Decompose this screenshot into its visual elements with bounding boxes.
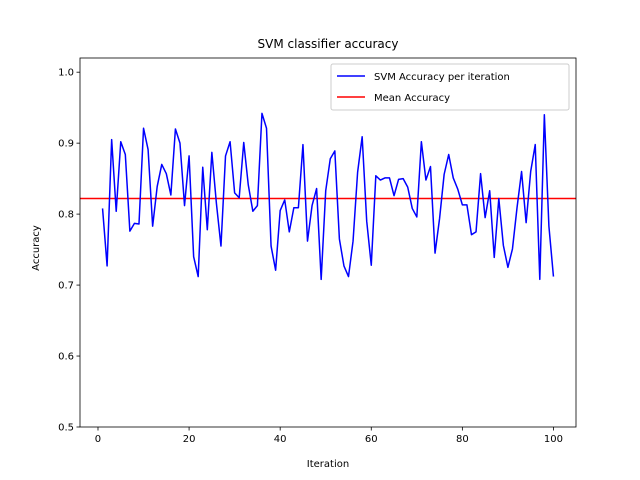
y-axis-ticks: 0.5 0.6 0.7 0.8 0.9 1.0 xyxy=(58,68,80,434)
plot-frame xyxy=(79,57,577,428)
chart-title: SVM classifier accuracy xyxy=(258,37,399,51)
y-axis-label: Accuracy xyxy=(31,225,42,271)
legend: SVM Accuracy per iteration Mean Accuracy xyxy=(330,63,570,111)
legend-label: SVM Accuracy per iteration xyxy=(374,72,510,83)
legend-label: Mean Accuracy xyxy=(374,93,450,104)
y-tick-label: 0.8 xyxy=(58,210,74,221)
x-tick-label: 40 xyxy=(274,434,287,445)
plot-area xyxy=(79,57,577,428)
x-tick-label: 20 xyxy=(183,434,196,445)
y-tick-label: 0.9 xyxy=(58,139,74,150)
x-tick-label: 100 xyxy=(544,434,563,445)
y-tick-label: 0.5 xyxy=(58,423,74,434)
legend-box xyxy=(330,63,570,111)
y-tick-label: 0.7 xyxy=(58,281,74,292)
x-tick-label: 80 xyxy=(456,434,469,445)
y-tick-label: 0.6 xyxy=(58,352,74,363)
y-tick-label: 1.0 xyxy=(58,68,74,79)
x-axis-label: Iteration xyxy=(307,459,349,470)
x-tick-label: 0 xyxy=(95,434,101,445)
x-tick-label: 60 xyxy=(365,434,378,445)
x-axis-ticks: 0 20 40 60 80 100 xyxy=(95,427,563,445)
accuracy-series-line xyxy=(101,112,555,281)
